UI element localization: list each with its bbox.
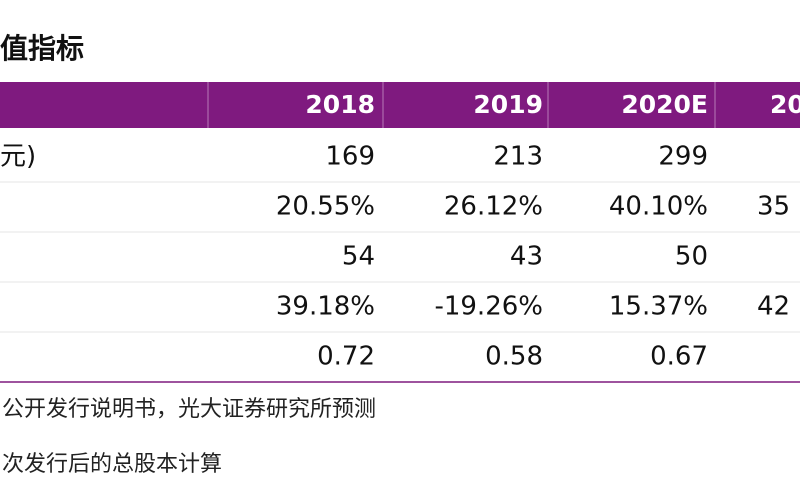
table-cell: 213 (493, 142, 543, 172)
table-cell: 39.18% (276, 292, 375, 322)
table-cell: 42 (757, 292, 790, 322)
table-cell: 15.37% (609, 292, 708, 322)
table-cell: 54 (342, 242, 375, 272)
table-cell: 35 (757, 192, 790, 222)
table-cell: 0.72 (317, 342, 375, 372)
table-cell: 0.58 (485, 342, 543, 372)
column-header: 2019 (473, 90, 543, 119)
table-cell: 0.67 (650, 342, 708, 372)
table-cell: -19.26% (434, 292, 543, 322)
column-header: 20 (770, 90, 800, 119)
table-cell: 20.55% (276, 192, 375, 222)
column-header: 2018 (305, 90, 375, 119)
column-header: 2020E (621, 90, 708, 119)
footnote: 公开发行说明书，光大证券研究所预测 (2, 397, 376, 422)
table-cell: 50 (675, 242, 708, 272)
table-cell: 40.10% (609, 192, 708, 222)
footnote: 次发行后的总股本计算 (2, 452, 222, 477)
table-cell: 43 (510, 242, 543, 272)
header-bar (0, 82, 800, 128)
table-cell: 169 (325, 142, 375, 172)
table-cell: 299 (658, 142, 708, 172)
row-label: 元) (0, 142, 36, 172)
table-cell: 26.12% (444, 192, 543, 222)
table-title: 值指标 (0, 32, 84, 65)
header-separators (207, 82, 716, 128)
